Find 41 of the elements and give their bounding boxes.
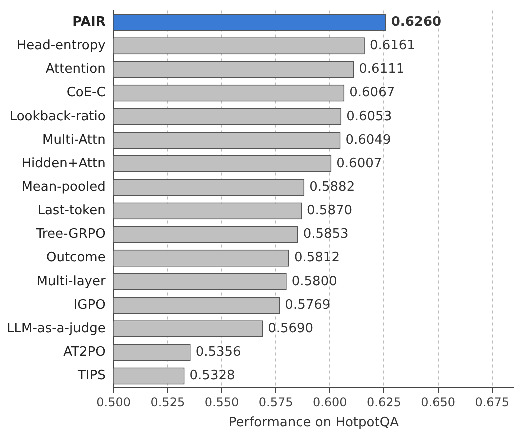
x-tick-label: 0.525 [150,395,186,410]
x-tick-label: 0.550 [204,395,240,410]
data-label: 0.6007 [336,156,382,172]
y-tick-label: Lookback-ratio [10,109,106,124]
data-label: 0.5800 [292,274,338,290]
y-tick-label: PAIR [72,14,106,30]
y-tick-label: Mean-pooled [22,180,106,195]
data-label: 0.6049 [346,132,392,148]
data-label: 0.6161 [370,38,416,54]
x-axis-title: Performance on HotpotQA [228,416,400,431]
y-tick-label: Multi-Attn [42,132,106,148]
data-label: 0.5812 [294,250,340,266]
y-tick-label: Outcome [46,250,106,266]
x-tick-label: 0.575 [258,395,294,410]
data-label: 0.5882 [310,180,356,195]
x-tick-label: 0.675 [475,395,510,410]
data-label: 0.5853 [303,227,349,242]
x-tick-label: 0.625 [367,395,402,410]
data-label: 0.6053 [346,109,392,124]
y-tick-label: CoE-C [66,86,106,101]
x-tick-label: 0.500 [96,395,132,410]
data-label: 0.5356 [196,345,242,360]
data-label: 0.5769 [285,298,331,313]
y-tick-label: IGPO [74,298,106,313]
y-tick-label: Hidden+Attn [22,156,106,172]
x-tick-label: 0.650 [421,395,456,410]
y-tick-label: TIPS [76,368,106,384]
y-tick-label: Attention [46,62,106,78]
data-label: 0.6111 [359,62,405,78]
data-label: 0.5870 [307,204,353,219]
data-label: 0.6067 [350,86,396,101]
y-tick-label: Multi-layer [36,274,106,290]
y-tick-label: Last-token [38,204,106,219]
y-tick-label: LLM-as-a-judge [6,321,106,336]
y-tick-label: Head-entropy [16,38,106,54]
data-label: 0.5328 [190,368,236,384]
data-label: 0.5690 [268,321,314,336]
y-tick-label: AT2PO [64,345,106,360]
data-label: 0.6260 [391,14,442,30]
y-tick-label: Tree-GRPO [35,227,106,242]
x-tick-label: 0.600 [312,395,348,410]
